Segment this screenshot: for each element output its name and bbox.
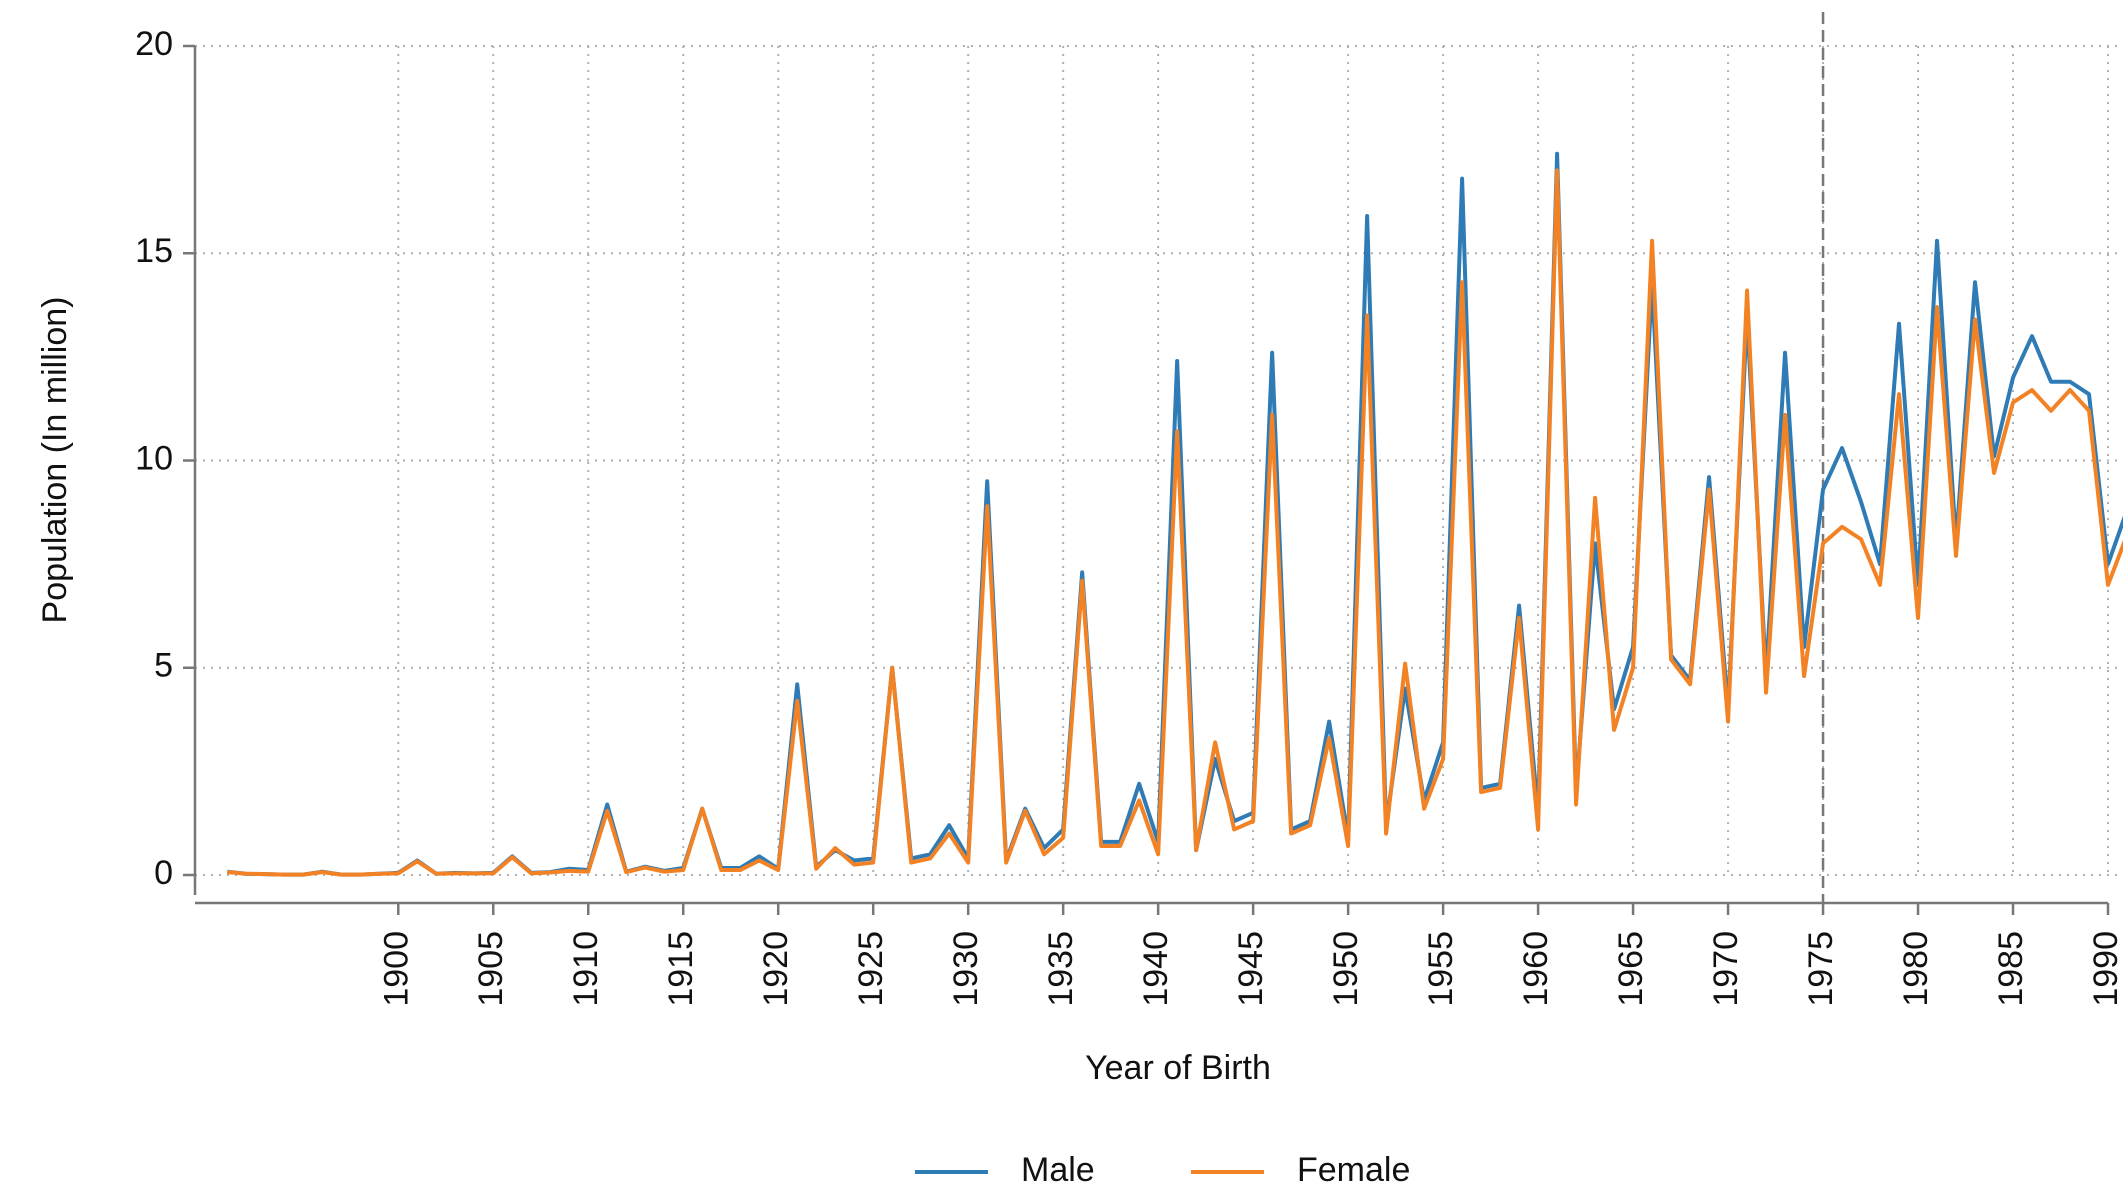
- y-tick-label: 20: [135, 25, 173, 63]
- y-tick-label: 0: [154, 854, 173, 892]
- x-tick-label: 1945: [1232, 931, 1270, 1007]
- x-tick-label: 1940: [1137, 931, 1175, 1007]
- x-tick-label: 1930: [947, 931, 985, 1007]
- x-tick-label: 1925: [852, 931, 890, 1007]
- x-tick-label: 1970: [1707, 931, 1745, 1007]
- legend-label: Female: [1297, 1151, 1410, 1189]
- x-tick-label: 1950: [1327, 931, 1365, 1007]
- x-tick-label: 1900: [377, 931, 415, 1007]
- x-tick-label: 1910: [567, 931, 605, 1007]
- x-tick-label: 1975: [1802, 931, 1840, 1007]
- x-tick-label: 1935: [1042, 931, 1080, 1007]
- x-axis-title: Year of Birth: [1085, 1049, 1271, 1087]
- y-tick-label: 15: [135, 232, 173, 270]
- x-tick-label: 1960: [1517, 931, 1555, 1007]
- x-tick-label: 1920: [757, 931, 795, 1007]
- x-tick-label: 1955: [1422, 931, 1460, 1007]
- y-axis-title: Population (In million): [36, 297, 74, 624]
- legend-label: Male: [1021, 1151, 1095, 1189]
- x-tick-label: 1980: [1897, 931, 1935, 1007]
- series-line: [227, 168, 2123, 877]
- x-tick-label: 1990: [2087, 931, 2123, 1007]
- x-tick-label: 1985: [1992, 931, 2030, 1007]
- x-tick-label: 1965: [1612, 931, 1650, 1007]
- x-tick-label: 1905: [472, 931, 510, 1007]
- y-tick-label: 5: [154, 647, 173, 685]
- x-tick-label: 1915: [662, 931, 700, 1007]
- y-tick-label: 10: [135, 439, 173, 477]
